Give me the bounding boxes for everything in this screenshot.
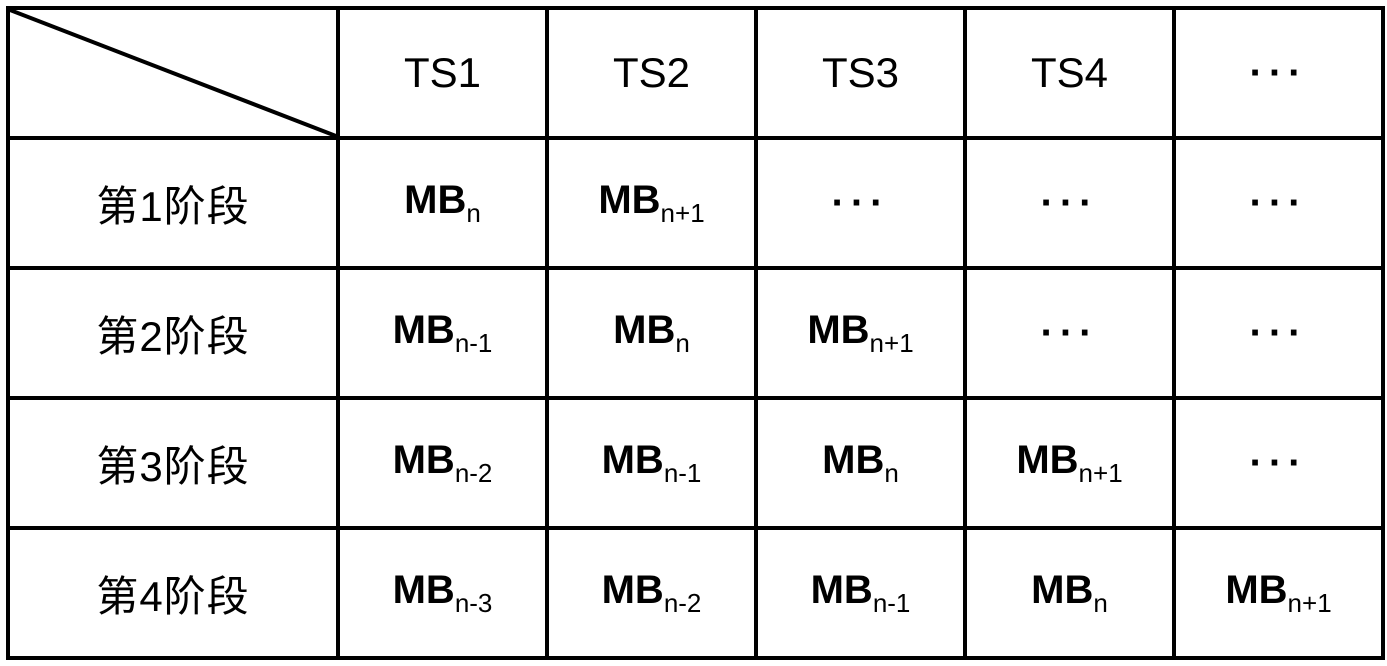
table-row: 第4阶段 MBn-3 MBn-2 MBn-1 MBn MBn+1 (8, 528, 1383, 658)
mb-cell: MBn+1 (965, 398, 1174, 528)
table-row: 第3阶段 MBn-2 MBn-1 MBn MBn+1 ··· (8, 398, 1383, 528)
mb-cell: MBn-1 (338, 268, 547, 398)
mb-cell: MBn-1 (756, 528, 965, 658)
col-header: TS4 (965, 8, 1174, 138)
ellipsis-cell: ··· (1174, 138, 1383, 268)
mb-cell: MBn (338, 138, 547, 268)
row-label: 第1阶段 (8, 138, 338, 268)
mb-cell: MBn+1 (1174, 528, 1383, 658)
ellipsis-cell: ··· (1174, 398, 1383, 528)
col-header: TS2 (547, 8, 756, 138)
ellipsis-cell: ··· (965, 268, 1174, 398)
corner-diagonal-cell (8, 8, 338, 138)
col-header-ellipsis: ··· (1174, 8, 1383, 138)
pipeline-table: TS1 TS2 TS3 TS4 ··· 第1阶段 MBn MBn+1 ··· ·… (6, 6, 1385, 660)
ellipsis-cell: ··· (965, 138, 1174, 268)
ellipsis-cell: ··· (1174, 268, 1383, 398)
mb-cell: MBn-2 (338, 398, 547, 528)
diagonal-slash-icon (10, 10, 336, 136)
mb-cell: MBn-3 (338, 528, 547, 658)
mb-cell: MBn+1 (547, 138, 756, 268)
row-label: 第4阶段 (8, 528, 338, 658)
mb-cell: MBn (547, 268, 756, 398)
mb-cell: MBn-1 (547, 398, 756, 528)
row-label: 第2阶段 (8, 268, 338, 398)
row-label: 第3阶段 (8, 398, 338, 528)
table-row: 第1阶段 MBn MBn+1 ··· ··· ··· (8, 138, 1383, 268)
mb-cell: MBn (965, 528, 1174, 658)
table-row: 第2阶段 MBn-1 MBn MBn+1 ··· ··· (8, 268, 1383, 398)
col-header: TS3 (756, 8, 965, 138)
col-header: TS1 (338, 8, 547, 138)
table-header-row: TS1 TS2 TS3 TS4 ··· (8, 8, 1383, 138)
ellipsis-cell: ··· (756, 138, 965, 268)
mb-cell: MBn+1 (756, 268, 965, 398)
mb-cell: MBn-2 (547, 528, 756, 658)
mb-cell: MBn (756, 398, 965, 528)
